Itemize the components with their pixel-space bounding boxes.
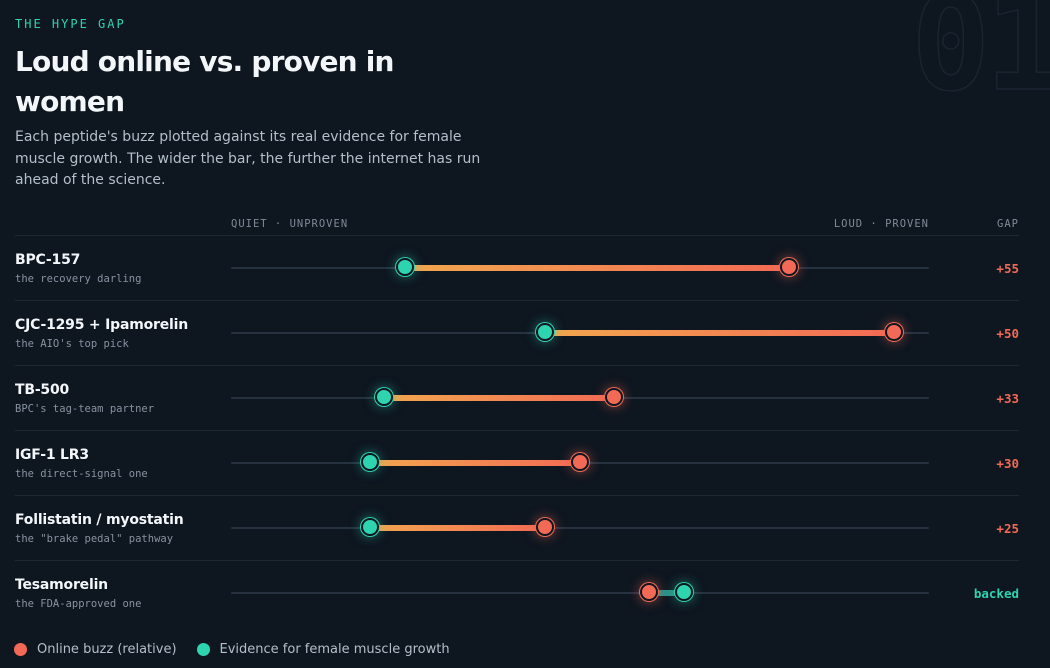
gap-value: +25 [996,521,1019,536]
row-name: CJC-1295 + Ipamorelin [15,317,188,333]
row-track [231,592,929,594]
buzz-dot [535,518,554,536]
row-name: TB-500 [15,382,70,398]
row-subtitle: the AIO's top pick [15,338,129,350]
gap-bar [545,330,895,336]
gap-column-header: GAP [997,218,1019,230]
row-subtitle: the "brake pedal" pathway [15,533,174,545]
row-divider [15,495,1019,496]
gap-value: +33 [996,391,1019,406]
axis-right-label: LOUD · PROVEN [833,218,929,230]
gap-bar [370,525,546,531]
legend-buzz-label: Online buzz (relative) [37,642,177,657]
row-divider [15,560,1019,561]
chart-row: TB-500 BPC's tag-team partner +33 [0,366,1050,431]
row-subtitle: the direct-signal one [15,468,148,480]
eyebrow-label: THE HYPE GAP [15,17,126,31]
buzz-dot [779,258,798,276]
gap-value: backed [973,586,1019,601]
gap-value: +30 [996,456,1019,471]
axis-left-label: QUIET · UNPROVEN [231,218,349,230]
buzz-dot [570,453,589,471]
evidence-dot [396,258,414,276]
chart-row: CJC-1295 + Ipamorelin the AIO's top pick +… [0,301,1050,366]
row-divider [15,365,1019,366]
row-track [231,527,929,529]
buzz-dot [640,583,659,601]
row-divider [15,430,1019,431]
evidence-dot [375,388,394,406]
chart-row: Follistatin / myostatin the "brake pedal"… [0,496,1050,561]
buzz-dot [605,388,624,406]
row-subtitle: the recovery darling [15,273,142,285]
gap-bar [405,265,790,271]
header-divider [15,235,1019,236]
chart-row: Tesamorelin the FDA-approved one backed [0,561,1050,626]
row-name: IGF-1 LR3 [15,447,89,463]
row-name: Tesamorelin [15,577,108,593]
gap-value: +50 [996,326,1019,341]
legend-item-evidence: Evidence for female muscle growth [196,642,450,657]
evidence-dot [675,583,694,601]
evidence-dot [361,453,380,471]
evidence-dot [361,518,380,536]
legend-evidence-label: Evidence for female muscle growth [219,642,450,657]
gap-bar [384,395,615,401]
gap-value: +55 [996,261,1019,276]
chart-row: IGF-1 LR3 the direct-signal one +30 [0,431,1050,496]
legend: Online buzz (relative) Evidence for fema… [14,642,470,657]
buzz-dot [884,323,903,341]
legend-evidence-swatch [196,643,210,656]
row-name: Follistatin / myostatin [15,512,184,528]
section-number-watermark: 01 [910,0,1050,121]
row-divider [15,300,1019,301]
chart-row: BPC-157 the recovery darling +55 [0,236,1050,301]
evidence-dot [535,323,554,341]
legend-buzz-swatch [14,643,27,656]
row-subtitle: BPC's tag-team partner [15,403,155,415]
row-name: BPC-157 [15,252,81,268]
row-subtitle: the FDA-approved one [15,598,142,610]
gap-bar [370,460,580,466]
gap-bar [649,590,685,596]
page-subtitle: Each peptide's buzz plotted against its … [15,129,481,188]
page-title: Loud online vs. proven in women [15,45,394,118]
legend-item-buzz: Online buzz (relative) [14,642,177,657]
